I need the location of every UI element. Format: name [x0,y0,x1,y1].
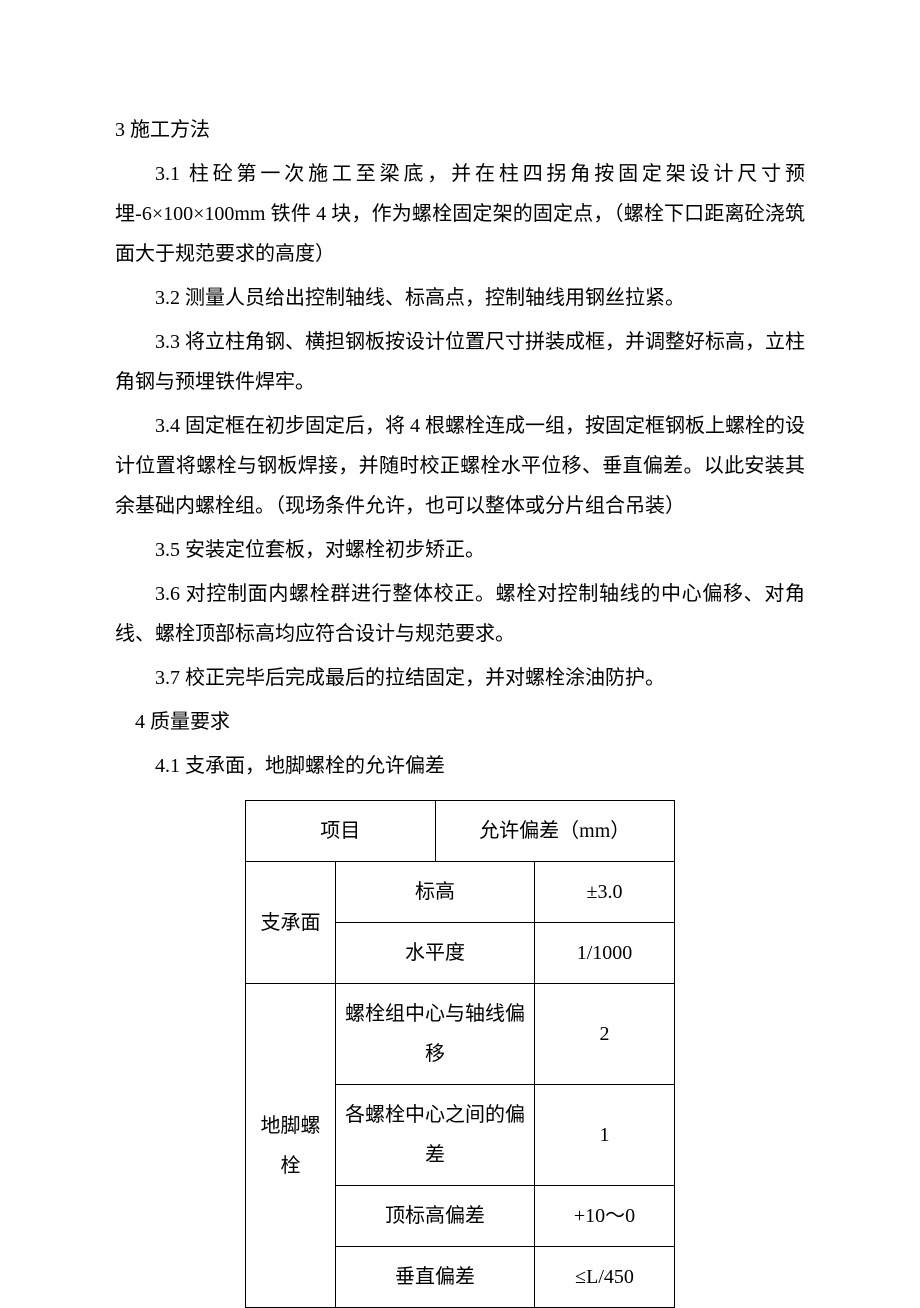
paragraph-3-2: 3.2 测量人员给出控制轴线、标高点，控制轴线用钢丝拉紧。 [115,278,805,318]
param-cell: 各螺栓中心之间的偏差 [336,1085,535,1186]
group-support-surface: 支承面 [246,862,336,984]
param-cell: 水平度 [336,923,535,984]
paragraph-3-3: 3.3 将立柱角钢、横担钢板按设计位置尺寸拼装成框，并调整好标高，立柱角钢与预埋… [115,322,805,402]
param-cell: 标高 [336,862,535,923]
value-cell: 2 [535,984,675,1085]
value-cell: ≤L/450 [535,1247,675,1308]
paragraph-3-5: 3.5 安装定位套板，对螺栓初步矫正。 [115,530,805,570]
param-cell: 顶标高偏差 [336,1186,535,1247]
section-3-title: 3 施工方法 [115,110,805,150]
table-row: 项目 允许偏差（mm） [246,801,675,862]
value-cell: +10～0 [535,1186,675,1247]
section-4-title: 4 质量要求 [115,702,805,742]
paragraph-3-7: 3.7 校正完毕后完成最后的拉结固定，并对螺栓涂油防护。 [115,658,805,698]
group-anchor-bolt: 地脚螺栓 [246,984,336,1308]
value-cell: ±3.0 [535,862,675,923]
tolerance-table: 项目 允许偏差（mm） 支承面 标高 ±3.0 水平度 1/1000 地脚螺栓 … [245,800,675,1308]
section-4-1-title: 4.1 支承面，地脚螺栓的允许偏差 [115,746,805,786]
table-row: 地脚螺栓 螺栓组中心与轴线偏移 2 [246,984,675,1085]
table-row: 支承面 标高 ±3.0 [246,862,675,923]
paragraph-3-4: 3.4 固定框在初步固定后，将 4 根螺栓连成一组，按固定框钢板上螺栓的设计位置… [115,406,805,526]
param-cell: 垂直偏差 [336,1247,535,1308]
header-tolerance: 允许偏差（mm） [435,801,675,862]
paragraph-3-1: 3.1 柱砼第一次施工至梁底，并在柱四拐角按固定架设计尺寸预埋-6×100×10… [115,154,805,274]
value-cell: 1/1000 [535,923,675,984]
header-item: 项目 [246,801,436,862]
param-cell: 螺栓组中心与轴线偏移 [336,984,535,1085]
value-cell: 1 [535,1085,675,1186]
paragraph-3-6: 3.6 对控制面内螺栓群进行整体校正。螺栓对控制轴线的中心偏移、对角线、螺栓顶部… [115,574,805,654]
